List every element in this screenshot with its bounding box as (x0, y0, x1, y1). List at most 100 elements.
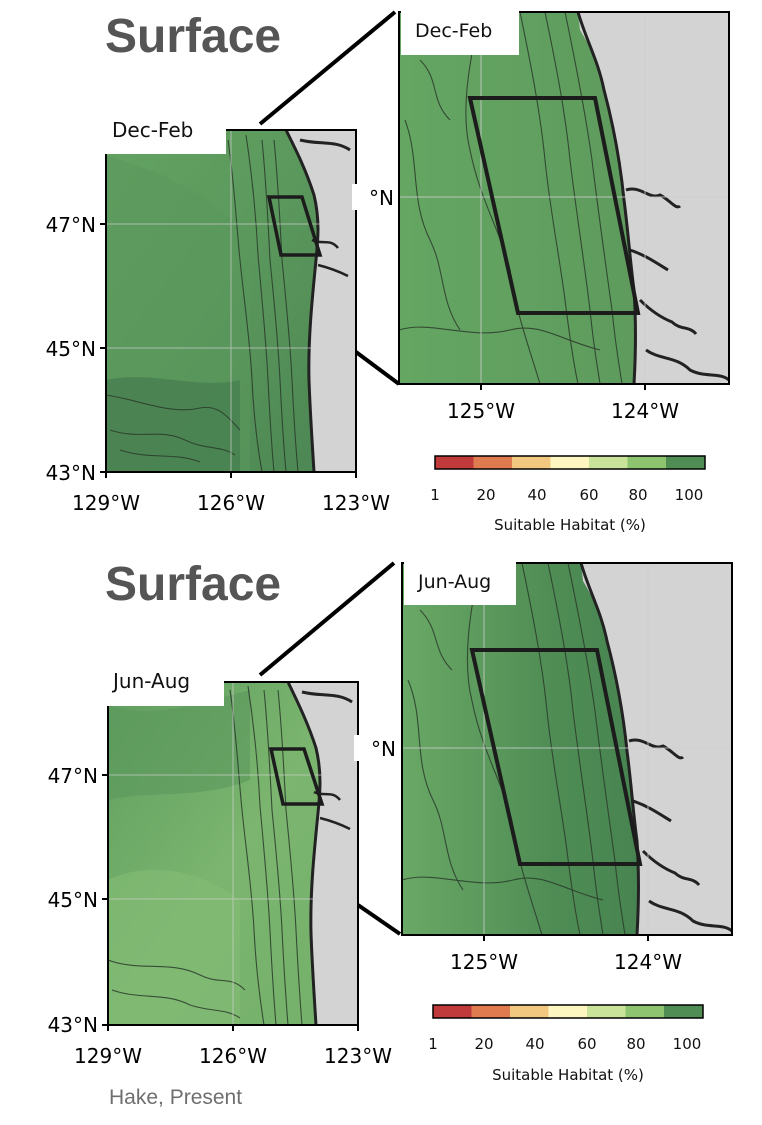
study-area-box (268, 747, 325, 806)
bathymetry-contours (108, 685, 303, 1025)
figure-caption: Hake, Present (109, 1086, 243, 1109)
colorbar-segment (433, 1005, 472, 1018)
inset-ticks-bottom: 125°W 124°W (450, 935, 682, 974)
colorbar-segment (471, 1005, 510, 1018)
colorbar-segment (435, 456, 474, 469)
main-map-bottom (108, 682, 358, 1025)
colorbar-segment (473, 456, 512, 469)
inset-season-label-box (404, 561, 516, 605)
graticule (106, 130, 356, 472)
study-area-box (469, 648, 643, 866)
colorbar-label: Suitable Habitat (%) (494, 516, 646, 534)
colorbar-tick: 80 (626, 1035, 645, 1053)
colorbar-segment (664, 1005, 703, 1018)
colorbar-segment (510, 1005, 549, 1018)
main-map-top (106, 130, 356, 472)
colorbar-top: 1 20 40 60 80 100 Suitable Habitat (%) (430, 455, 706, 534)
panel-bottom-title: Surface (105, 558, 281, 611)
lon-tick: 125°W (450, 950, 518, 974)
lon-tick: 124°W (611, 399, 679, 423)
inset-lat-tick: °N (371, 737, 396, 761)
colorbar-tick: 60 (579, 486, 598, 504)
bathymetry-contours (399, 12, 623, 384)
land-area (288, 682, 358, 1025)
lon-tick: 129°W (72, 491, 140, 515)
zoom-connector (258, 10, 397, 126)
lat-tick: 47°N (48, 764, 98, 788)
graticule (108, 682, 358, 1025)
colorbar-tick: 40 (527, 486, 546, 504)
coastline (313, 790, 351, 831)
inset-lat-tick: °N (369, 186, 394, 210)
coastline (299, 138, 351, 152)
colorbar-tick: 1 (430, 486, 440, 504)
colorbar-tick: 100 (673, 1035, 702, 1053)
colorbar-bottom: 1 20 40 60 80 100 Suitable Habitat (%) (428, 1004, 704, 1084)
inset-lat-label-box (352, 184, 398, 210)
lat-tick: 43°N (48, 1013, 98, 1037)
coastline (628, 738, 732, 933)
colorbar-tick: 80 (628, 486, 647, 504)
main-ticks-top: 47°N 45°N 43°N 129°W 126°W 123°W (46, 213, 391, 515)
zoom-connector (354, 350, 401, 386)
coastline (286, 682, 322, 1025)
colorbar-tick: 20 (476, 486, 495, 504)
inset-season-label-box (401, 10, 519, 55)
inset-map-frame (398, 11, 730, 385)
colorbar-segment (587, 1005, 626, 1018)
colorbar-tick: 40 (525, 1035, 544, 1053)
main-ticks-bottom: 47°N 45°N 43°N 129°W 126°W 123°W (48, 764, 393, 1068)
colorbar-segment (627, 456, 666, 469)
inset-ticks-top: 125°W 124°W (447, 384, 679, 423)
inset-season-label: Jun-Aug (417, 571, 491, 593)
panel-top: Surface (46, 10, 730, 534)
lon-tick: 129°W (74, 1044, 142, 1068)
colorbar-tick: 100 (675, 486, 704, 504)
graticule (399, 12, 729, 384)
season-label: Jun-Aug (111, 669, 190, 693)
habitat-band (106, 377, 240, 472)
colorbar-label: Suitable Habitat (%) (492, 1066, 644, 1084)
zoom-connector (356, 903, 402, 936)
season-label-box (104, 106, 226, 154)
lon-tick: 126°W (199, 1044, 267, 1068)
land-area (286, 130, 356, 472)
study-area-box (266, 195, 323, 257)
lon-tick: 123°W (322, 491, 390, 515)
colorbar-tick: 1 (428, 1035, 438, 1053)
bathymetry-contours (106, 134, 299, 472)
colorbar-segment (550, 456, 589, 469)
inset-map-top (399, 12, 729, 384)
colorbar-segment (625, 1005, 664, 1018)
panel-top-title: Surface (105, 10, 281, 63)
lon-tick: 124°W (614, 950, 682, 974)
colorbar-segment (548, 1005, 587, 1018)
graticule (402, 563, 732, 935)
inset-map-bottom (402, 563, 732, 935)
lon-tick: 126°W (197, 491, 265, 515)
colorbar-tick: 60 (577, 1035, 596, 1053)
coastline (301, 690, 353, 704)
coastline (576, 12, 637, 384)
colorbar-segment (512, 456, 551, 469)
colorbar-frame (434, 455, 706, 470)
inset-lat-label-box (354, 735, 400, 761)
colorbar-segment (589, 456, 628, 469)
colorbar-frame (432, 1004, 704, 1019)
inset-map-frame (401, 562, 733, 936)
panel-bottom: Surface Ju (48, 558, 733, 1084)
lat-tick: 45°N (46, 337, 96, 361)
inset-season-label: Dec-Feb (415, 20, 492, 42)
season-label: Dec-Feb (112, 118, 193, 142)
lat-tick: 43°N (46, 461, 96, 485)
zoom-connector (258, 561, 396, 677)
season-label-box (106, 658, 224, 706)
colorbar-tick: 20 (474, 1035, 493, 1053)
habitat-band (108, 690, 250, 800)
study-area-box (467, 96, 641, 315)
lat-tick: 45°N (48, 888, 98, 912)
coastline (579, 563, 640, 935)
colorbar-segment (666, 456, 705, 469)
lon-tick: 125°W (447, 399, 515, 423)
